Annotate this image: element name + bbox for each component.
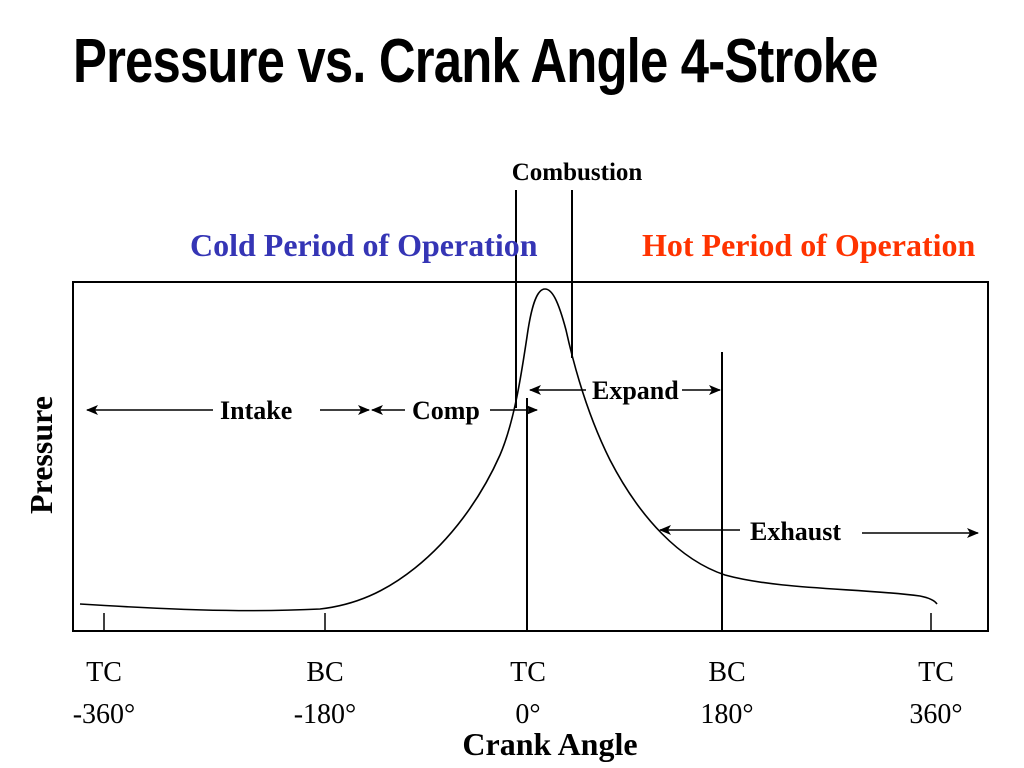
pressure-curve <box>79 288 938 612</box>
tick-position-label: TC <box>86 657 122 688</box>
tick-angle-label: 0° <box>515 699 540 730</box>
slide-title: Pressure vs. Crank Angle 4-Stroke <box>73 27 878 96</box>
exhaust-label: Exhaust <box>750 517 841 546</box>
tick-position-label: TC <box>918 657 954 688</box>
plot-frame <box>72 281 989 632</box>
x-axis-label: Crank Angle <box>462 726 637 762</box>
tick-angle-label: 180° <box>700 699 753 730</box>
comp-label: Comp <box>412 396 480 425</box>
cold-period-label: Cold Period of Operation <box>190 227 538 263</box>
y-axis-label: Pressure <box>23 396 59 514</box>
hot-period-label: Hot Period of Operation <box>642 227 975 263</box>
tick-position-label: BC <box>708 657 745 688</box>
tick-angle-label: -360° <box>73 699 136 730</box>
tick-position-label: BC <box>306 657 343 688</box>
combustion-label: Combustion <box>512 159 643 186</box>
tick-position-label: TC <box>510 657 546 688</box>
intake-label: Intake <box>220 396 292 425</box>
tick-angle-label: -180° <box>294 699 357 730</box>
tick-angle-label: 360° <box>909 699 962 730</box>
expand-label: Expand <box>592 376 679 405</box>
